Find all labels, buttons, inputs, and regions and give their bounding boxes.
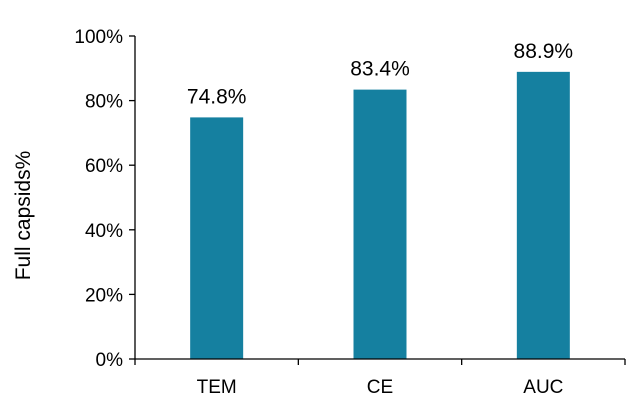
bar-data-labels: 74.8% 83.4% 88.9%: [187, 40, 573, 109]
y-axis-title: Full capsids%: [12, 151, 35, 281]
bar-auc: [516, 71, 570, 359]
bars: [190, 71, 570, 360]
data-label-tem: 74.8%: [187, 85, 247, 108]
x-tick-label: CE: [367, 377, 393, 398]
y-tick-label: 60%: [85, 156, 123, 177]
x-axis-ticks: TEM CE AUC: [134, 359, 626, 398]
data-label-auc: 88.9%: [514, 40, 574, 63]
x-tick-label: AUC: [523, 377, 563, 398]
y-tick-label: 100%: [74, 27, 123, 48]
y-tick-label: 20%: [85, 285, 123, 306]
y-axis-ticks: 0% 20% 40% 60% 80% 100%: [74, 27, 135, 371]
bar-ce: [353, 89, 407, 360]
x-tick-label: TEM: [197, 377, 237, 398]
bar-tem: [190, 117, 244, 359]
y-tick-label: 40%: [85, 221, 123, 242]
y-tick-label: 0%: [96, 350, 124, 371]
y-tick-label: 80%: [85, 92, 123, 113]
data-label-ce: 83.4%: [350, 58, 410, 81]
